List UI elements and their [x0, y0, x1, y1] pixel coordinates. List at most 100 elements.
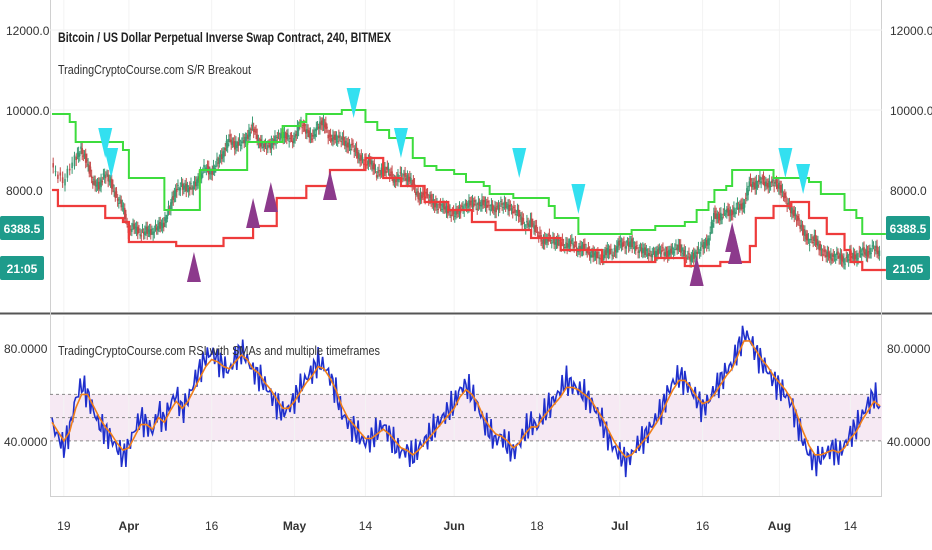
- candle-body: [787, 202, 790, 205]
- candle-body: [263, 143, 266, 148]
- candle-body: [278, 138, 281, 140]
- price-y-tick-left: 10000.0: [6, 104, 50, 118]
- candle-body: [762, 176, 765, 180]
- candle-body: [99, 182, 101, 186]
- candle-body: [462, 206, 464, 210]
- x-axis-tick-label: 14: [844, 519, 858, 533]
- candle-body: [61, 177, 64, 183]
- candle-body: [688, 252, 690, 255]
- candle-body: [312, 134, 314, 137]
- price-y-tick-right: 12000.0: [890, 24, 932, 38]
- candle-body: [736, 203, 739, 205]
- candle-body: [121, 205, 124, 207]
- candle-body: [520, 216, 522, 220]
- candle-body: [759, 176, 761, 180]
- candle-body: [193, 181, 196, 184]
- candle-body: [481, 199, 483, 207]
- candle-body: [487, 200, 489, 203]
- candle-body: [293, 137, 295, 143]
- candle-body: [847, 259, 850, 261]
- candle-body: [814, 234, 817, 241]
- candle-body: [414, 191, 417, 196]
- candle-body: [374, 168, 377, 170]
- candle-body: [461, 205, 463, 207]
- candle-body: [748, 181, 751, 187]
- rsi-y-tick-left: 80.0000: [4, 342, 48, 356]
- candle-body: [483, 199, 486, 203]
- candle-body: [394, 179, 397, 183]
- candle-body: [624, 247, 626, 249]
- candle-body: [267, 145, 269, 149]
- candle-body: [756, 184, 759, 187]
- candle-body: [103, 174, 106, 178]
- candle-body: [246, 134, 249, 139]
- candle-body: [71, 162, 73, 168]
- candle-body: [731, 210, 734, 215]
- candle-body: [678, 244, 681, 247]
- candle-body: [405, 178, 408, 181]
- candle-body: [743, 202, 746, 208]
- candle-body: [621, 242, 624, 248]
- candle-body: [526, 220, 528, 223]
- candle-body: [59, 172, 62, 176]
- candle-body: [157, 226, 159, 231]
- candle-body: [86, 159, 88, 162]
- rsi-line: [51, 325, 881, 478]
- candle-body: [345, 140, 347, 147]
- candle-body: [761, 178, 764, 180]
- sell-signal-marker: [796, 164, 811, 194]
- candle-body: [866, 251, 869, 257]
- candle-body: [289, 137, 292, 139]
- candle-body: [322, 118, 325, 126]
- candle-body: [755, 180, 758, 189]
- candle-body: [823, 250, 825, 252]
- candle-body: [75, 156, 78, 160]
- candle-body: [254, 131, 256, 133]
- candle-body: [140, 235, 143, 237]
- candle-body: [200, 174, 203, 180]
- candle-body: [474, 200, 476, 203]
- candle-body: [295, 133, 298, 136]
- candle-body: [132, 223, 134, 227]
- candle-body: [801, 224, 804, 230]
- candle-body: [352, 143, 354, 145]
- candle-body: [832, 254, 835, 257]
- candle-body: [857, 258, 859, 260]
- x-axis-tick-label: Apr: [119, 519, 140, 533]
- candle-body: [702, 245, 704, 249]
- candle-body: [100, 179, 102, 188]
- candle-body: [807, 238, 810, 241]
- candle-body: [477, 201, 480, 205]
- candle-body: [476, 208, 479, 210]
- candle-body: [535, 225, 538, 228]
- candle-body: [859, 250, 862, 252]
- candle-body: [241, 141, 243, 144]
- candle-body: [853, 254, 856, 260]
- candle-body: [274, 136, 276, 142]
- candle-body: [329, 134, 332, 137]
- candle-body: [178, 189, 180, 191]
- candle-body: [558, 240, 560, 242]
- candle-body: [242, 137, 244, 139]
- candle-body: [492, 209, 495, 211]
- candle-body: [875, 245, 877, 249]
- sell-signal-marker: [393, 128, 408, 158]
- candle-body: [320, 122, 322, 124]
- candle-body: [425, 191, 428, 194]
- candle-body: [501, 203, 503, 205]
- candle-body: [255, 129, 257, 134]
- candle-body: [313, 129, 315, 135]
- candle-body: [632, 242, 635, 244]
- candle-body: [637, 251, 639, 253]
- candle-body: [264, 142, 267, 144]
- candle-body: [158, 222, 160, 227]
- candle-body: [658, 247, 661, 251]
- candle-body: [506, 206, 508, 208]
- candle-body: [708, 238, 710, 246]
- candle-body: [379, 174, 382, 176]
- price-pane[interactable]: [50, 0, 882, 312]
- candle-body: [268, 142, 270, 145]
- candle-body: [226, 143, 229, 148]
- candle-body: [690, 255, 693, 262]
